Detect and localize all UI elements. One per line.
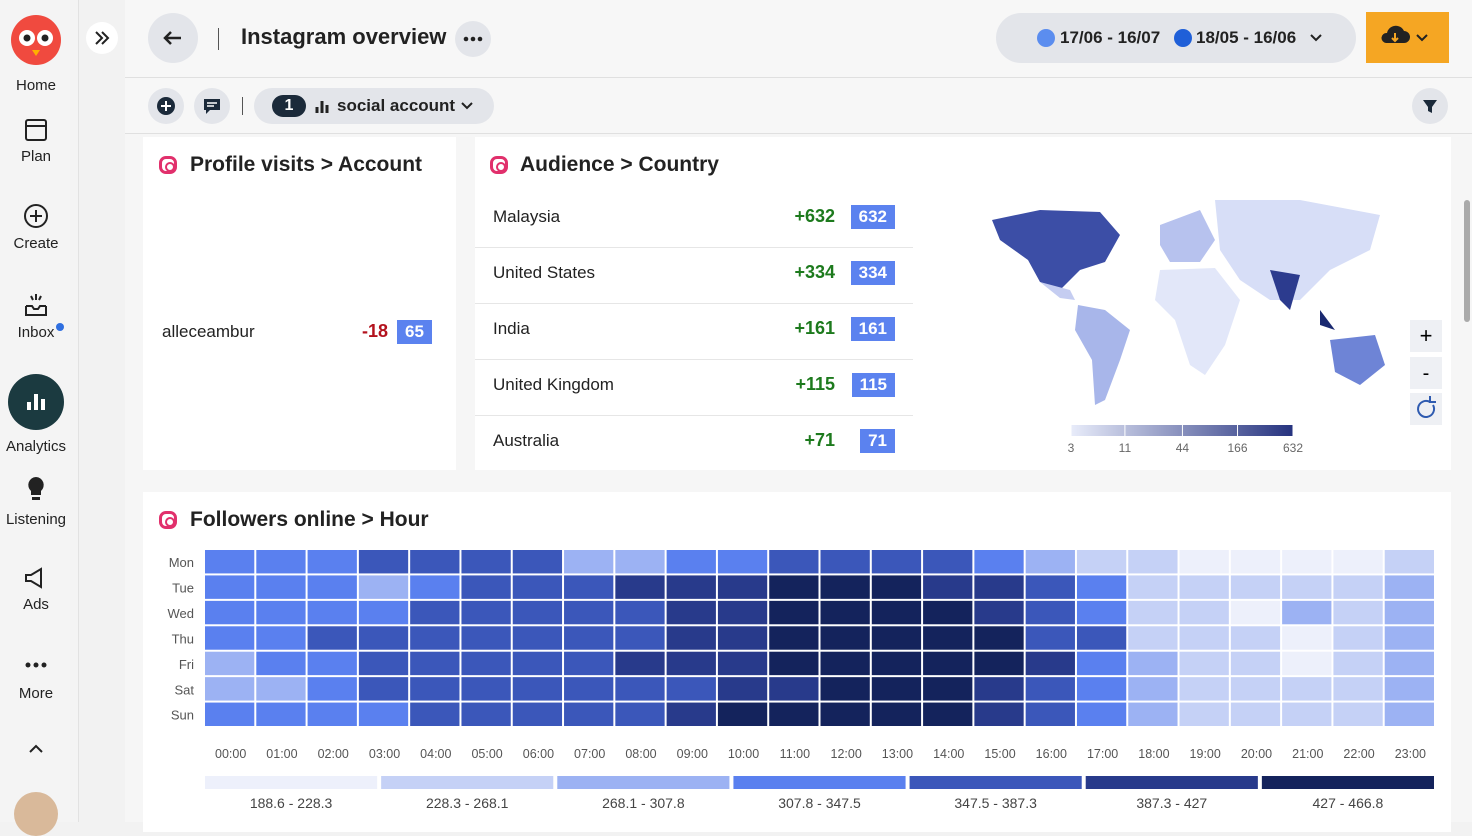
value-badge: 65: [397, 320, 432, 344]
icon: [463, 36, 483, 42]
nav-plan[interactable]: Plan: [0, 116, 72, 165]
country-name: Australia: [493, 431, 560, 450]
row-divider: [475, 415, 913, 416]
change: +71: [804, 430, 835, 450]
change: -18: [361, 321, 388, 341]
chevron: [461, 102, 473, 110]
more-button[interactable]: [455, 21, 491, 57]
icon: [157, 97, 175, 115]
icon: [25, 567, 42, 589]
scrollbar[interactable]: [1464, 200, 1470, 322]
value-badge: 334: [850, 261, 895, 285]
account-name: alleceambur: [162, 322, 255, 341]
avatar[interactable]: [14, 792, 58, 836]
icon: [1381, 25, 1428, 43]
row-divider: [475, 303, 913, 304]
icon: [315, 101, 329, 113]
country-name: India: [493, 319, 530, 338]
profile-visits-card: Profile visits > Account alleceambur -18…: [143, 137, 456, 470]
expand-button[interactable]: [86, 22, 118, 54]
date-range: 18/05 - 16/06: [1196, 28, 1297, 47]
change: +115: [795, 374, 835, 394]
nav-label: Listening: [5, 511, 67, 528]
nav-label: Analytics: [5, 438, 67, 455]
icon: [95, 31, 110, 45]
nav-more[interactable]: More: [0, 655, 72, 702]
icon: [8, 374, 64, 430]
icon: [163, 31, 181, 45]
icon: [25, 294, 47, 316]
logo: [11, 15, 61, 65]
account-count: 1: [272, 95, 306, 117]
icon: [28, 477, 44, 500]
icon: [25, 119, 47, 141]
page-title: Instagram overview: [241, 24, 447, 49]
filter-button[interactable]: [1412, 88, 1448, 124]
nav-ads[interactable]: Ads: [0, 566, 72, 613]
change: +334: [794, 262, 835, 282]
icon: [25, 662, 47, 668]
account-selector[interactable]: 1 social account: [254, 88, 494, 124]
collapse-icon[interactable]: [26, 740, 46, 756]
change: +161: [794, 318, 835, 338]
value-badge: 161: [850, 317, 895, 341]
nav-label: More: [18, 685, 54, 702]
download-button[interactable]: [1366, 12, 1449, 63]
card-title: Followers online > Hour: [190, 508, 429, 531]
row-divider: [475, 247, 913, 248]
date-dot: [1174, 29, 1192, 47]
nav-home[interactable]: Home: [15, 77, 56, 94]
icon: [1423, 100, 1437, 113]
card-title: Profile visits > Account: [190, 153, 423, 176]
back-button[interactable]: [148, 13, 198, 63]
comment-button[interactable]: [194, 88, 230, 124]
country-name: United Kingdom: [493, 375, 614, 394]
chevron: [1310, 34, 1322, 42]
top-bar: Instagram overview 17/06 - 16/07 18/05 -…: [125, 0, 1472, 78]
toolbar: 1 social account: [125, 78, 1472, 134]
account-label: social account: [337, 96, 456, 115]
card-title: Audience > Country: [520, 153, 719, 176]
row-divider: [475, 359, 913, 360]
nav-create[interactable]: Create: [0, 203, 72, 252]
icon: [24, 204, 48, 228]
followers-card: Followers online > Hour: [143, 492, 1451, 832]
nav-label: Create: [13, 235, 59, 252]
value-badge: 632: [850, 205, 895, 229]
instagram-icon: [159, 511, 177, 529]
sidebar: Home Plan Create Inbox Analytics Listeni…: [0, 0, 79, 836]
value-badge: 71: [860, 429, 895, 453]
date-dot: [1037, 29, 1055, 47]
separator: [242, 97, 243, 115]
notification-dot: [56, 323, 64, 331]
value-badge: 115: [851, 373, 895, 397]
nav-label: Plan: [20, 148, 52, 165]
nav-label: Inbox: [17, 324, 55, 341]
add-button[interactable]: [148, 88, 184, 124]
instagram-icon: [159, 156, 177, 174]
change: +632: [794, 206, 835, 226]
date-picker[interactable]: 17/06 - 16/07 18/05 - 16/06: [996, 13, 1356, 63]
separator: [218, 28, 219, 50]
nav-analytics[interactable]: Analytics: [0, 374, 72, 455]
nav-inbox[interactable]: Inbox: [0, 292, 72, 341]
audience-card: Audience > Country Malaysia +632 632 United…: [475, 137, 1451, 470]
instagram-icon: [490, 156, 508, 174]
country-name: Malaysia: [493, 207, 561, 226]
nav-label: Ads: [23, 596, 49, 613]
icon: [204, 99, 220, 114]
country-name: United States: [493, 263, 596, 282]
nav-listening[interactable]: Listening: [0, 475, 72, 528]
date-range: 17/06 - 16/07: [1060, 28, 1161, 47]
